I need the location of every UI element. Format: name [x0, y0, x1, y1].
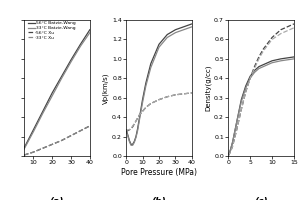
Y-axis label: Vp(km/s): Vp(km/s): [103, 72, 109, 104]
Y-axis label: Density(g/cc): Density(g/cc): [205, 65, 211, 111]
Text: (c): (c): [254, 197, 268, 200]
X-axis label: Pore Pressure (MPa): Pore Pressure (MPa): [121, 168, 197, 177]
Text: (b): (b): [152, 197, 166, 200]
Text: (a): (a): [50, 197, 64, 200]
Legend: 56°C Batzie-Wang, 33°C Batzie-Wang, 56°C Xu, 33°C Xu: 56°C Batzie-Wang, 33°C Batzie-Wang, 56°C…: [26, 20, 77, 42]
